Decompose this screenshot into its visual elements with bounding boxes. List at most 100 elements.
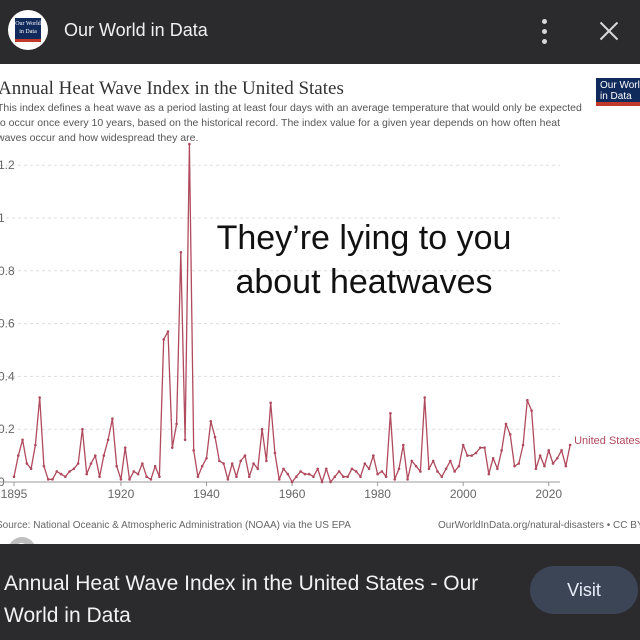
data-point [312, 475, 315, 479]
data-point [560, 449, 563, 452]
data-point [307, 472, 311, 476]
image-preview[interactable]: Annual Heat Wave Index in the United Sta… [0, 64, 640, 544]
data-point [333, 475, 337, 479]
data-point [72, 467, 76, 471]
data-point [436, 470, 439, 473]
y-tick-label: 0.4 [0, 369, 15, 383]
data-point [551, 462, 555, 465]
data-point [474, 451, 478, 455]
data-point [59, 472, 63, 476]
data-point [453, 470, 456, 473]
site-title[interactable]: Our World in Data [64, 20, 208, 40]
data-point [393, 478, 397, 481]
data-point [277, 478, 281, 481]
x-tick-label: 1895 [1, 487, 28, 501]
data-point [367, 467, 371, 471]
data-point [444, 467, 448, 471]
lens-search-icon[interactable] [8, 537, 36, 544]
kebab-menu-icon[interactable] [532, 17, 556, 47]
data-point [466, 454, 469, 457]
result-title[interactable]: Annual Heat Wave Index in the United Sta… [4, 572, 479, 627]
data-point [136, 472, 140, 476]
data-point [496, 467, 499, 471]
data-point [359, 475, 362, 479]
owid-logo[interactable]: Our World in Data [8, 10, 48, 50]
data-point [547, 449, 551, 452]
data-point [183, 438, 187, 442]
data-point [145, 475, 148, 479]
data-point [46, 478, 50, 481]
data-point [316, 467, 320, 471]
data-point [102, 454, 106, 457]
x-tick-label: 1940 [193, 487, 220, 501]
data-point [423, 396, 426, 399]
data-point [427, 467, 431, 471]
series-label: United States [574, 435, 640, 447]
data-point [457, 464, 461, 468]
data-point [16, 454, 20, 457]
data-point [38, 396, 41, 399]
data-point [175, 422, 178, 426]
x-tick-label: 2000 [450, 487, 477, 501]
data-point [230, 462, 234, 465]
data-point [517, 462, 521, 465]
data-point [440, 475, 444, 479]
data-point [123, 446, 127, 449]
data-point [115, 464, 118, 468]
data-point [299, 470, 302, 473]
data-point [12, 475, 16, 479]
data-point [470, 454, 474, 457]
data-point [354, 470, 358, 473]
owid-badge: Our World in Data [596, 78, 640, 106]
data-point [397, 467, 401, 471]
chart-title: Annual Heat Wave Index in the United Sta… [0, 78, 344, 99]
data-point [290, 480, 294, 484]
data-point [243, 454, 247, 457]
data-point [81, 427, 84, 431]
data-point [414, 464, 418, 468]
data-point [363, 462, 367, 465]
data-point [342, 475, 345, 479]
data-point [192, 449, 195, 452]
owid-logo-mark: Our World in Data [15, 18, 41, 42]
data-point [350, 467, 354, 471]
data-point [461, 443, 465, 447]
data-point [42, 464, 46, 468]
data-point [119, 478, 123, 481]
data-point [273, 451, 277, 455]
source-link[interactable]: OurWorldInData.org/natural-disasters • C… [438, 520, 640, 531]
data-point [179, 251, 183, 254]
data-point [247, 475, 251, 479]
y-tick-label: 0.8 [0, 264, 15, 278]
chart-source: Source: National Oceanic & Atmospheric A… [0, 520, 351, 531]
data-point [256, 467, 260, 471]
data-point [218, 459, 221, 463]
data-point [324, 467, 328, 471]
close-icon[interactable] [592, 14, 626, 48]
data-point [93, 454, 97, 457]
data-point [329, 480, 332, 484]
data-point [222, 462, 225, 465]
x-tick-label: 2020 [535, 487, 562, 501]
data-point [166, 330, 170, 333]
data-point [25, 462, 29, 465]
y-tick-label: 1.2 [0, 158, 15, 172]
data-point [389, 412, 392, 415]
data-point [376, 472, 379, 476]
data-point [149, 478, 153, 481]
data-point [21, 438, 24, 442]
data-point [141, 462, 144, 465]
data-point [508, 433, 512, 436]
overlay-caption: They’re lying to you about heatwaves [216, 219, 512, 301]
y-tick-label: 0.6 [0, 317, 15, 331]
data-point [504, 422, 508, 426]
data-point [431, 459, 435, 463]
data-point [98, 475, 101, 479]
data-point [487, 472, 491, 476]
data-point [260, 427, 264, 431]
data-point [483, 446, 486, 449]
visit-button[interactable]: Visit [530, 566, 638, 614]
data-point [449, 459, 452, 463]
x-tick-label: 1920 [108, 487, 135, 501]
